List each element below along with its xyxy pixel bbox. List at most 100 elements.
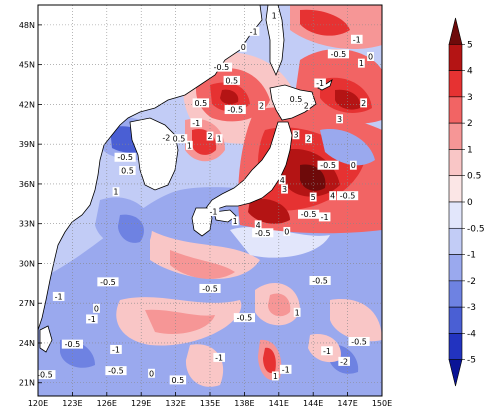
contour-label: 2: [306, 135, 311, 144]
contour-label-bg: [271, 371, 279, 381]
colorbar-bottom-triangle: [448, 359, 463, 387]
lon-tick-label: 120E: [28, 399, 48, 408]
colorbar-label: 4: [467, 67, 473, 77]
contour-label-bg: [170, 134, 188, 144]
colorbar-label: 5: [467, 40, 473, 50]
contour-label: 4: [330, 192, 335, 201]
contour-label-bg: [279, 364, 292, 374]
contour-label: -0.5: [320, 161, 336, 170]
lat-tick-label: 21N: [19, 379, 35, 388]
contour-label-bg: [357, 58, 365, 68]
colorbar-label: 3: [467, 93, 473, 103]
colorbar-label: -3: [467, 303, 476, 313]
contour-label: -0.5: [351, 337, 367, 346]
latitude-axis: 48N 45N 42N 39N 36N 33N 30N 27N 24N 21N: [19, 21, 42, 388]
lat-tick-label: 30N: [19, 259, 35, 268]
colorbar-segment: [448, 122, 463, 150]
colorbar-segment: [448, 70, 463, 98]
contour-label: 4: [256, 221, 261, 230]
contour-label-bg: [302, 101, 310, 111]
contour-label-bg: [114, 152, 136, 162]
contour-label-bg: [185, 140, 193, 150]
colorbar-segment: [448, 333, 463, 361]
sakhalin: [265, 5, 285, 77]
contour-label: -0.5: [340, 192, 356, 201]
contour-label-bg: [210, 62, 233, 72]
lon-tick-label: 141E: [269, 399, 289, 408]
contour-label: 0: [284, 227, 289, 236]
lon-tick-label: 123E: [62, 399, 82, 408]
contour-label: -0.5: [117, 153, 133, 162]
contour-label: 1: [217, 135, 222, 144]
contour-label: 0: [149, 369, 154, 378]
contour-label: 5: [311, 193, 316, 202]
contour-label: -0.5: [108, 367, 124, 376]
contour-label: -0.5: [301, 210, 317, 219]
contour-label: -1: [209, 208, 217, 217]
contour-label-bg: [192, 98, 210, 108]
colorbar-label: -1: [467, 251, 476, 261]
contour-label-bg: [337, 191, 359, 201]
colorbar-label: 0: [467, 198, 473, 208]
contour-label-bg: [327, 49, 350, 59]
lon-tick-label: 129E: [131, 399, 151, 408]
contour-label-bg: [190, 118, 203, 128]
colorbar-label: 0.5: [467, 172, 481, 182]
lat-tick-label: 48N: [19, 21, 35, 30]
colorbar-segment: [448, 280, 463, 308]
contour-label: 1: [272, 11, 277, 20]
contour-label: -1: [282, 365, 290, 374]
contour-label-bg: [233, 313, 255, 323]
contour-label-bg: [61, 339, 83, 349]
contour-label: 0: [94, 304, 99, 313]
contour-label-bg: [223, 75, 240, 85]
lon-tick-label: 135E: [200, 399, 220, 408]
contour-label: 0.5: [172, 376, 185, 385]
contour-label-bg: [52, 291, 65, 301]
colorbar-segment: [448, 201, 463, 229]
contour-label-bg: [258, 101, 265, 111]
contour-label-bg: [247, 26, 260, 36]
contour-label: 3: [293, 131, 298, 140]
contour-label: 0.5: [290, 95, 303, 104]
contour-label-bg: [199, 283, 221, 293]
contour-label: -0.5: [331, 50, 347, 59]
contour-label: 1: [359, 59, 364, 68]
lat-tick-label: 24N: [19, 339, 35, 348]
contour-label: 0.5: [173, 135, 186, 144]
contour-label-bg: [349, 160, 357, 170]
colorbar-label: -0.5: [467, 224, 485, 234]
colorbar-segment: [448, 227, 463, 255]
colorbar-segment: [448, 43, 463, 71]
contour-label-bg: [97, 277, 119, 287]
contour-label: 2: [361, 99, 366, 108]
honshu: [205, 121, 293, 211]
contour-label-bg: [206, 131, 214, 141]
taiwan: [39, 325, 53, 353]
contour-label-bg: [86, 314, 98, 324]
contour-label: -0.5: [37, 371, 53, 380]
lat-tick-label: 27N: [19, 299, 35, 308]
contour-label-bg: [298, 209, 320, 219]
contour-label: -1: [215, 353, 223, 362]
contour-label: -1: [316, 79, 324, 88]
contour-label-bg: [231, 216, 239, 226]
contour-label: 0.5: [225, 76, 238, 85]
contour-label-bg: [305, 134, 313, 144]
contour-label: -0.5: [237, 314, 253, 323]
lat-tick-label: 42N: [19, 100, 35, 109]
contour-label: -1: [192, 119, 200, 128]
lon-tick-label: 132E: [165, 399, 185, 408]
contour-label-bg: [254, 220, 262, 230]
contour-label: -2: [162, 133, 170, 142]
contour-label: -0.5: [214, 63, 230, 72]
contour-labels: -101-0.5-110-0.50.5 -10.5-0.5 2-1-2 0.512 12…: [37, 10, 374, 385]
contour-label: -0.5: [255, 229, 271, 238]
contour-label-bg: [252, 228, 274, 238]
contour-label: -1: [353, 35, 361, 44]
contour-label: -0.5: [202, 284, 218, 293]
contour-label: -2: [340, 357, 348, 366]
contour-label: 0: [241, 43, 246, 52]
contour-label-bg: [317, 160, 339, 170]
contour-label: -1: [88, 315, 96, 324]
